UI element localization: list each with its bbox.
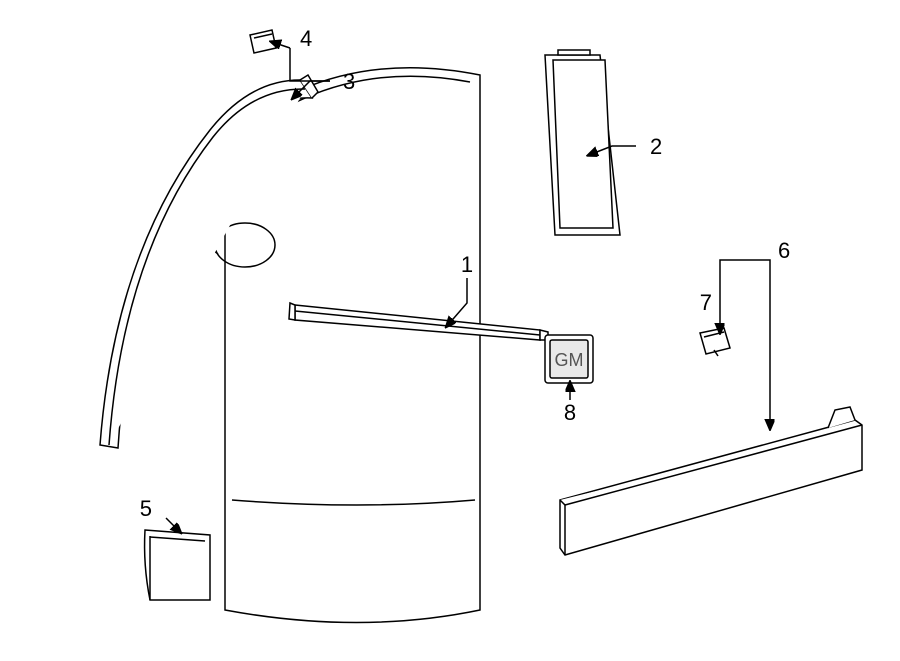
callout-6: 6 bbox=[778, 238, 790, 263]
gm-badge: GM bbox=[545, 335, 593, 383]
front-lower-molding bbox=[145, 530, 210, 600]
callout-3: 3 bbox=[343, 69, 355, 94]
callout-8: 8 bbox=[564, 400, 576, 425]
reveal-clip bbox=[250, 30, 276, 53]
callout-1: 1 bbox=[461, 252, 473, 277]
belt-molding bbox=[289, 303, 548, 340]
rocker-clip bbox=[700, 328, 730, 356]
rocker-molding bbox=[560, 407, 862, 555]
callout-7: 7 bbox=[700, 290, 712, 315]
pillar-applique bbox=[545, 50, 620, 235]
callout-2: 2 bbox=[650, 134, 662, 159]
gm-badge-text: GM bbox=[555, 350, 584, 370]
callout-4: 4 bbox=[300, 26, 312, 51]
callout-5: 5 bbox=[140, 496, 152, 521]
callout-labels: 1 2 3 4 5 6 7 8 bbox=[140, 26, 791, 521]
reveal-molding bbox=[100, 75, 318, 448]
